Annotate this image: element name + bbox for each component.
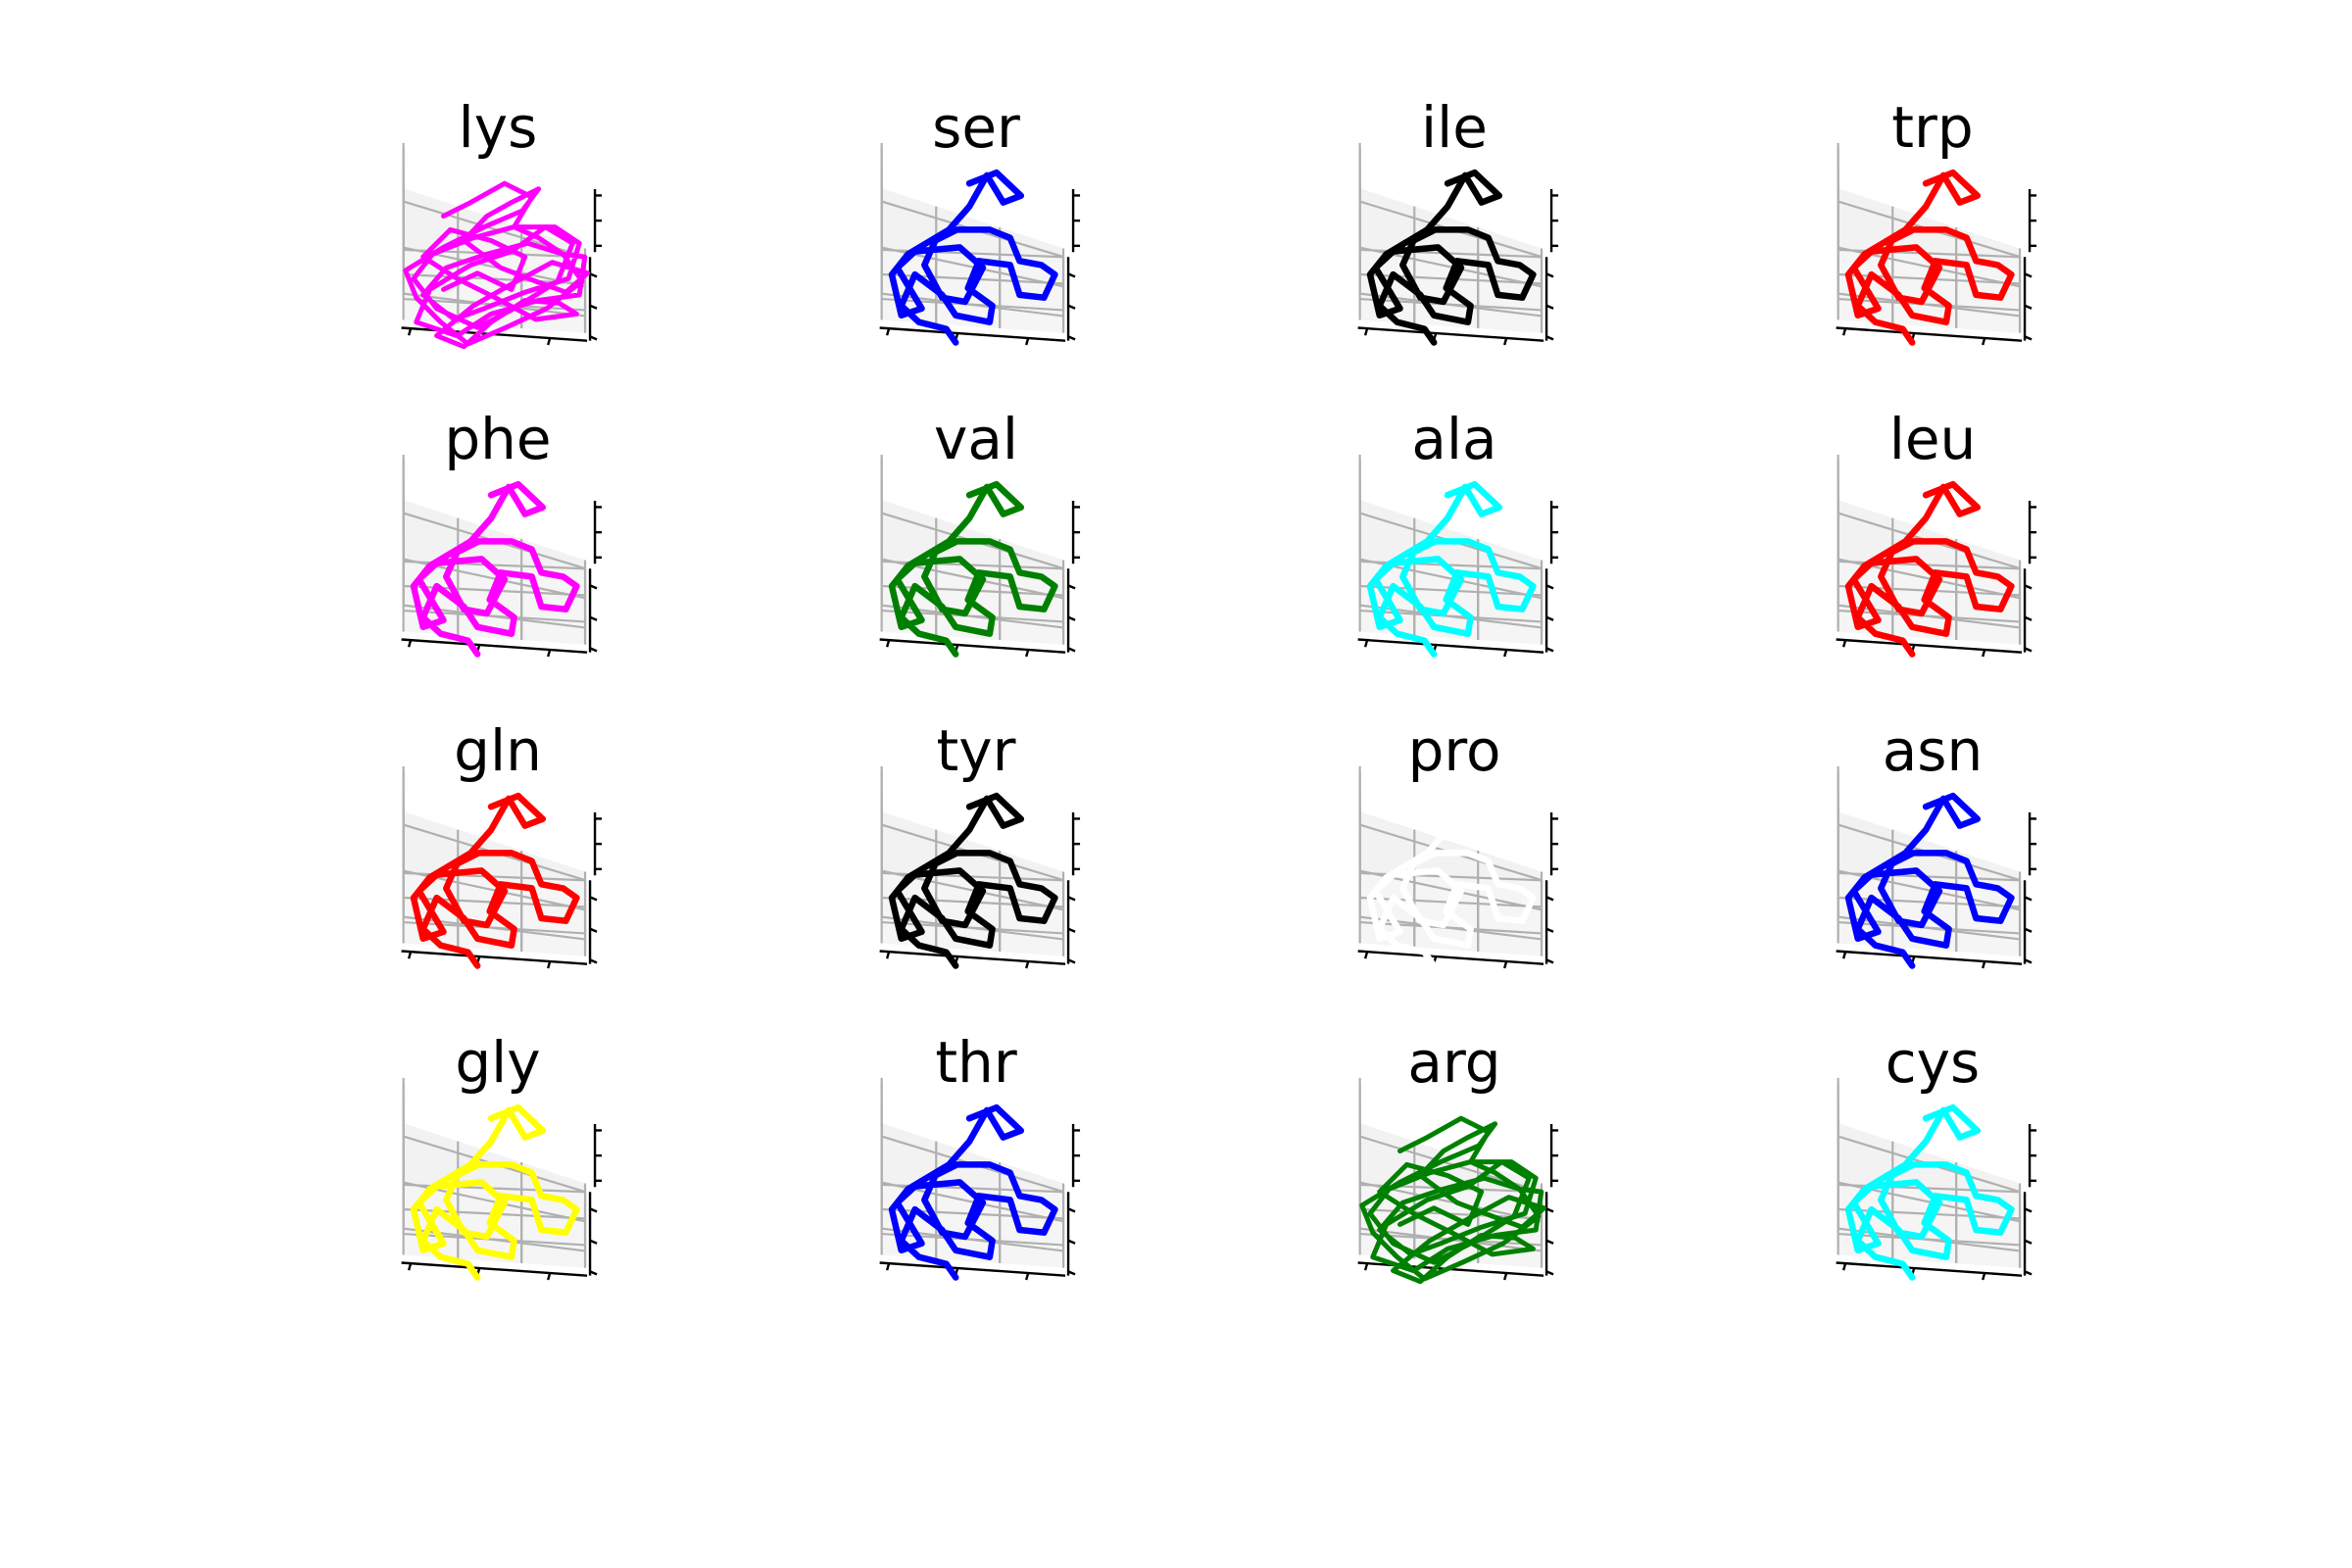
subplot-title: pro [1408,717,1501,784]
subplot-gln: gln [402,717,602,968]
subplot-ile: ile [1358,94,1558,345]
subplot-tyr: tyr [880,717,1080,968]
subplot-title: ser [932,94,1020,161]
subplot-title: tyr [937,717,1016,784]
subplot-thr: thr [880,1029,1080,1280]
subplot-title: ala [1411,406,1496,472]
subplot-ala: ala [1358,406,1558,657]
subplot-title: gly [455,1029,540,1096]
subplot-phe: phe [402,406,602,657]
subplot-title: ile [1421,94,1488,161]
subplot-gly: gly [402,1029,602,1280]
subplot-ser: ser [880,94,1080,345]
subplot-title: val [934,406,1018,472]
subplot-title: gln [454,717,542,784]
subplot-val: val [880,406,1080,657]
subplot-arg: arg [1358,1029,1558,1282]
subplot-title: cys [1886,1029,1980,1096]
subplot-title: phe [444,406,551,472]
subplot-title: leu [1889,406,1977,472]
subplot-pro: pro [1358,717,1558,968]
subplot-trp: trp [1837,94,2036,345]
subplot-asn: asn [1837,717,2036,968]
subplot-title: asn [1883,717,1984,784]
subplot-title: trp [1891,94,1973,161]
subplot-title: arg [1407,1029,1500,1096]
subplot-title: thr [935,1029,1017,1096]
subplot-lys: lys [402,94,602,347]
subplot-leu: leu [1837,406,2036,657]
subplot-title: lys [459,94,538,161]
subplot-cys: cys [1837,1029,2036,1280]
